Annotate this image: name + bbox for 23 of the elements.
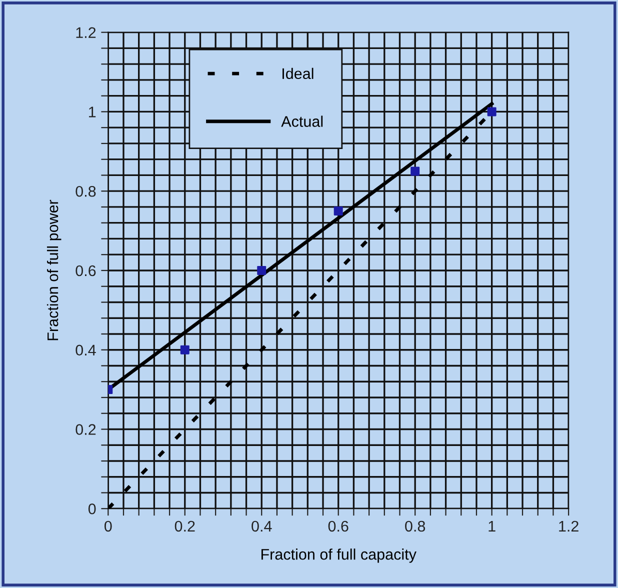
x-tick-label: 0.6 [328, 520, 348, 532]
x-axis-title: Fraction of full capacity [261, 548, 416, 563]
point [410, 166, 420, 176]
x-tick-label: 1.2 [559, 520, 578, 532]
y-tick-label: 1 [89, 106, 96, 118]
point [257, 266, 266, 275]
y-axis-title: Fraction of full power [46, 200, 62, 340]
y-tick-label: 0.6 [76, 265, 96, 276]
point [487, 107, 496, 116]
x-tick-label: 0 [104, 520, 112, 532]
y-tick-label: 1.2 [76, 27, 96, 38]
x-tick-label: 0.8 [405, 520, 426, 532]
x-tick-label: 1 [488, 520, 496, 532]
x-tick-label: 0.4 [252, 520, 272, 532]
y-tick-label: 0.2 [76, 424, 96, 435]
legend-label: Actual [281, 116, 323, 127]
x-tick-label: 0.2 [174, 520, 195, 532]
y-tick-label: 0.4 [76, 344, 96, 356]
y-tick-label: 0 [88, 503, 96, 514]
point [180, 345, 190, 354]
point [334, 206, 343, 216]
legend-label: Ideal [282, 68, 314, 80]
y-tick-label: 0.8 [76, 186, 96, 197]
